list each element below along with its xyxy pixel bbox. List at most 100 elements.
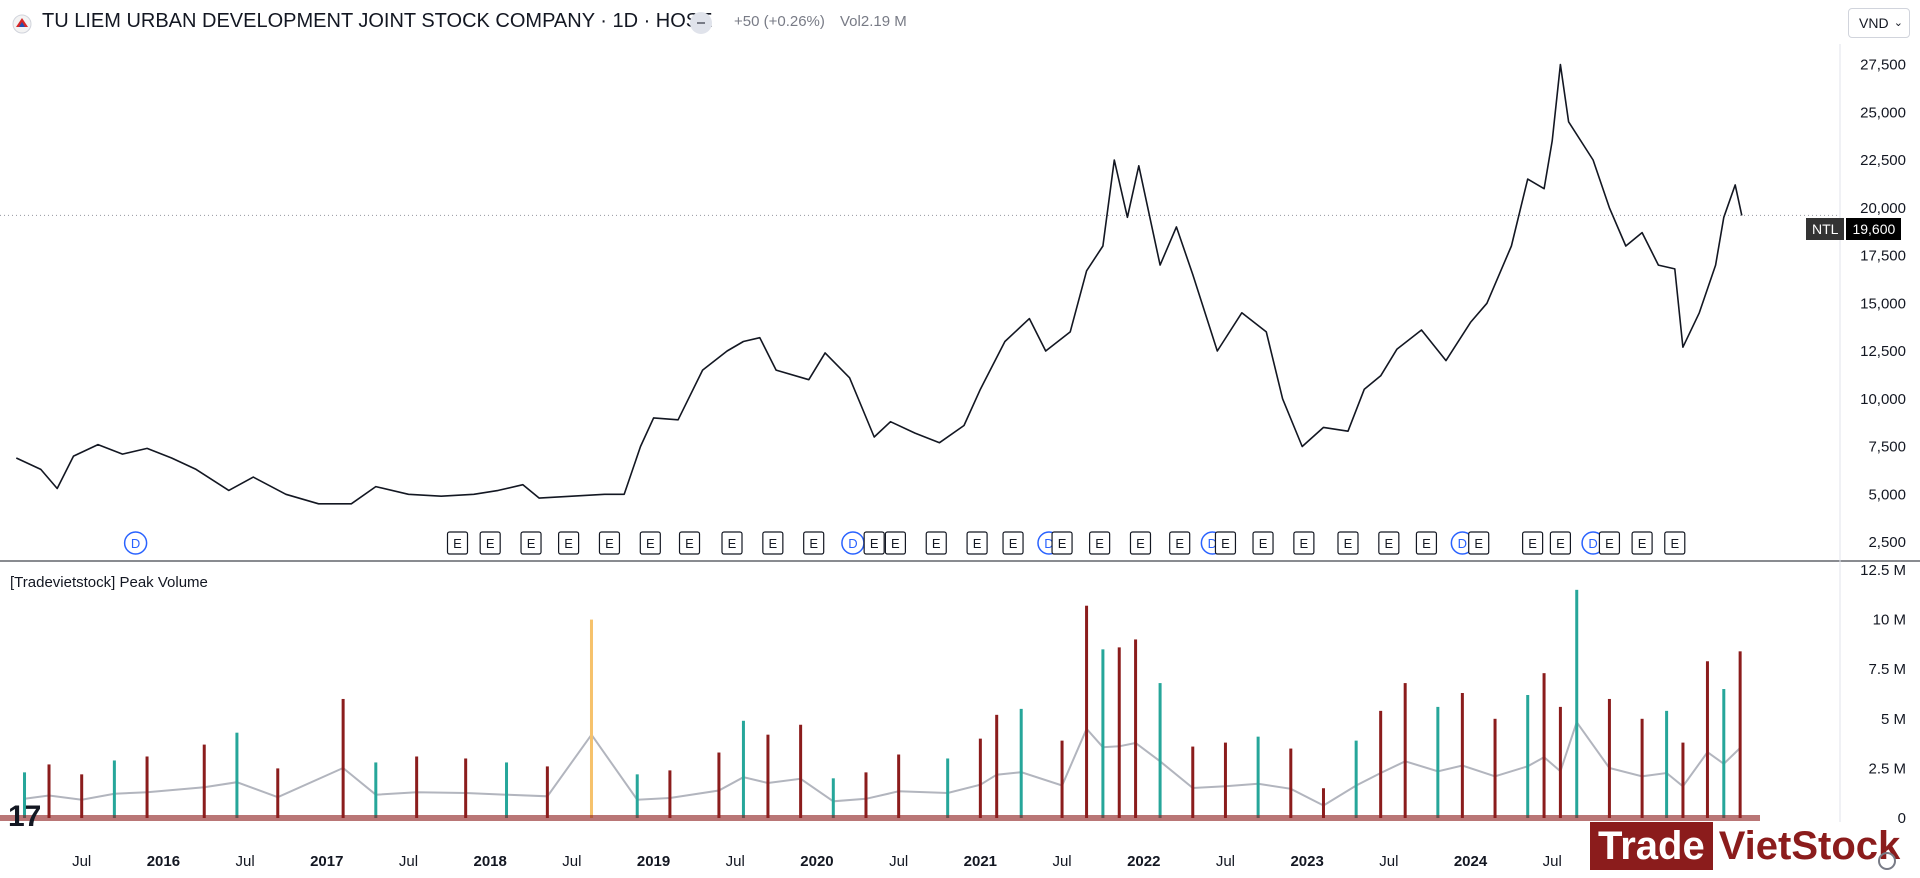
earnings-marker-label: E <box>564 536 573 551</box>
tradevietstock-watermark: Trade VietStock <box>1590 822 1901 870</box>
earnings-marker-label: E <box>1009 536 1018 551</box>
dividend-marker-label: D <box>1458 536 1467 551</box>
earnings-marker[interactable] <box>446 531 469 555</box>
dividend-marker-label: D <box>131 536 140 551</box>
price-axis-tick: 25,000 <box>1860 104 1906 121</box>
volume-bar <box>1289 748 1293 818</box>
earnings-marker-label: E <box>527 536 536 551</box>
earnings-marker-label: E <box>1095 536 1104 551</box>
volume-bar <box>1085 605 1089 818</box>
earnings-marker-label: E <box>728 536 737 551</box>
earnings-marker-label: E <box>1175 536 1184 551</box>
volume-bar <box>799 724 803 818</box>
earnings-marker-label: E <box>1058 536 1067 551</box>
earnings-marker[interactable] <box>1549 531 1572 555</box>
volume-bar <box>23 772 27 818</box>
earnings-marker-label: E <box>870 536 879 551</box>
earnings-marker[interactable] <box>966 531 988 555</box>
volume-bar <box>1101 649 1105 818</box>
earnings-marker[interactable] <box>1293 531 1315 555</box>
time-axis-tick: Jul <box>72 853 91 870</box>
last-price-badge: NTL 19,600 <box>1806 218 1902 240</box>
earnings-marker-label: E <box>769 536 778 551</box>
earnings-marker[interactable] <box>762 531 784 555</box>
earnings-marker[interactable] <box>1598 531 1621 555</box>
earnings-marker-label: E <box>453 536 462 551</box>
earnings-marker[interactable] <box>925 531 947 555</box>
volume-bar <box>145 756 149 818</box>
time-axis-tick: Jul <box>562 853 581 870</box>
earnings-marker[interactable] <box>1129 531 1152 555</box>
earnings-marker[interactable] <box>863 531 885 555</box>
settings-gear-icon[interactable] <box>1878 852 1896 870</box>
time-axis-tick: 2022 <box>1127 853 1160 870</box>
time-axis-tick: 2019 <box>637 853 670 870</box>
volume-bar <box>1403 683 1407 818</box>
earnings-marker-label: E <box>605 536 614 551</box>
earnings-marker[interactable] <box>1631 531 1653 555</box>
dividend-marker[interactable] <box>123 531 148 555</box>
price-badge-value: 19,600 <box>1846 218 1902 240</box>
earnings-marker-label: E <box>1221 536 1230 551</box>
status-dot-icon[interactable] <box>690 12 712 34</box>
volume-bar <box>1019 708 1023 818</box>
volume-ma-line <box>24 720 1741 807</box>
earnings-marker[interactable] <box>1378 531 1400 555</box>
earnings-marker[interactable] <box>1664 531 1686 555</box>
earnings-marker[interactable] <box>1415 531 1438 555</box>
volume-axis-tick: 2.5 M <box>1868 760 1906 777</box>
earnings-marker[interactable] <box>803 531 825 555</box>
dividend-marker-label: D <box>1588 536 1597 551</box>
volume-bar <box>1354 740 1358 818</box>
volume-bar <box>1705 661 1709 818</box>
earnings-marker[interactable] <box>884 531 906 555</box>
earnings-marker[interactable] <box>479 531 501 555</box>
volume-bar <box>1526 694 1530 818</box>
earnings-marker[interactable] <box>1089 531 1111 555</box>
earnings-marker[interactable] <box>1337 531 1359 555</box>
earnings-marker[interactable] <box>1002 531 1024 555</box>
earnings-marker[interactable] <box>721 531 743 555</box>
volume-axis-tick: 7.5 M <box>1868 661 1906 678</box>
earnings-marker[interactable] <box>1214 531 1237 555</box>
symbol-title[interactable]: TU LIEM URBAN DEVELOPMENT JOINT STOCK CO… <box>42 10 713 32</box>
currency-selector[interactable]: VND ⌄ <box>1848 8 1910 38</box>
earnings-marker[interactable] <box>639 531 661 555</box>
volume-bar <box>1493 718 1497 818</box>
earnings-marker[interactable] <box>1252 531 1274 555</box>
volume-bar <box>1191 746 1195 818</box>
volume-bar <box>1460 693 1464 818</box>
volume-bar <box>276 768 280 818</box>
earnings-marker[interactable] <box>1051 531 1073 555</box>
price-badge-symbol: NTL <box>1806 218 1845 240</box>
earnings-marker[interactable] <box>1468 531 1490 555</box>
earnings-marker[interactable] <box>1169 531 1191 555</box>
earnings-marker-label: E <box>973 536 982 551</box>
indicator-title[interactable]: [Tradevietstock] Peak Volume <box>10 574 208 591</box>
volume-axis-tick: 10 M <box>1873 612 1906 629</box>
earnings-marker-label: E <box>932 536 941 551</box>
time-axis-tick: 2023 <box>1290 853 1323 870</box>
volume-bar <box>1738 651 1742 818</box>
volume-bar <box>864 772 868 818</box>
time-axis-tick: Jul <box>399 853 418 870</box>
volume-bar <box>1321 788 1325 818</box>
earnings-marker-label: E <box>685 536 694 551</box>
earnings-marker[interactable] <box>598 531 621 555</box>
tradingview-logo[interactable]: 17 <box>8 800 42 833</box>
earnings-marker[interactable] <box>1522 531 1544 555</box>
volume-bar <box>374 762 378 818</box>
volume-bar <box>112 760 116 818</box>
earnings-marker[interactable] <box>520 531 542 555</box>
volume-bar <box>741 720 745 818</box>
earnings-marker[interactable] <box>558 531 580 555</box>
volume-bar <box>47 764 51 818</box>
earnings-marker[interactable] <box>678 531 701 555</box>
earnings-marker-label: E <box>891 536 900 551</box>
time-axis-tick: 2018 <box>473 853 506 870</box>
volume-value: 2.19 M <box>860 13 907 30</box>
earnings-marker-label: E <box>1136 536 1145 551</box>
price-change: +50 (+0.26%) <box>734 13 825 30</box>
time-axis-tick: 2024 <box>1454 853 1488 870</box>
